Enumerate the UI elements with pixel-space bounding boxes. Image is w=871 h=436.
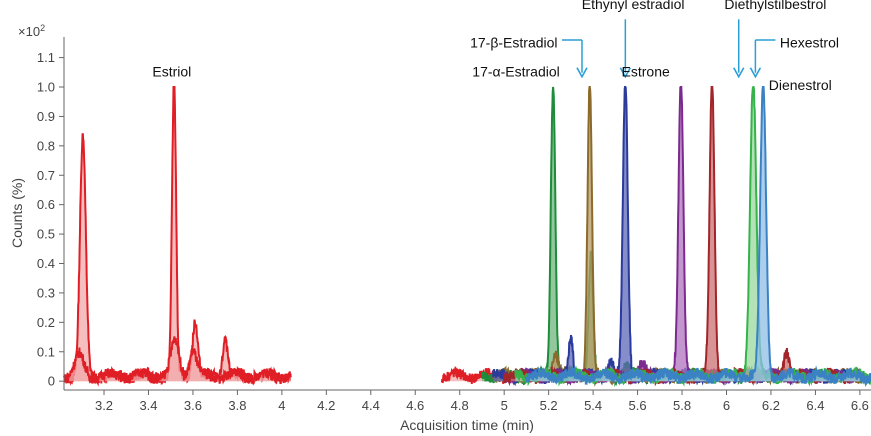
peak-label: Hexestrol bbox=[780, 34, 839, 50]
x-tick-label: 4.8 bbox=[451, 398, 469, 413]
peak-label: Diethylstilbestrol bbox=[724, 0, 826, 12]
series-area bbox=[515, 87, 871, 384]
x-tick-label: 3.2 bbox=[95, 398, 113, 413]
tick-layer: 3.2 3.4 3.6 3.8 4 4.2 4.4 4.6 4.8 5 5.2 5.4 5.6 5.8 6 6… bbox=[37, 50, 869, 413]
x-tick-label: 6 bbox=[723, 398, 730, 413]
x-tick-label: 5.2 bbox=[540, 398, 558, 413]
series-area bbox=[493, 87, 849, 384]
arrow-head-icon bbox=[733, 67, 745, 79]
y-tick-label: 0.1 bbox=[37, 344, 55, 359]
peak-label: Ethynyl estradiol bbox=[582, 0, 685, 12]
y-tick-label: 0.5 bbox=[37, 227, 55, 242]
y-tick-label: 0.9 bbox=[37, 109, 55, 124]
x-tick-label: 6.2 bbox=[762, 398, 780, 413]
peak-label: Estriol bbox=[152, 64, 191, 80]
arrow-head-icon bbox=[576, 67, 588, 79]
x-tick-label: 5.6 bbox=[629, 398, 647, 413]
annotation-layer: Estriol Ethynyl estradiol Diethylstilbestr… bbox=[152, 0, 839, 93]
x-tick-label: 4.2 bbox=[317, 398, 335, 413]
y-tick-label: 1.1 bbox=[37, 50, 55, 65]
peak-label: Estrone bbox=[622, 64, 670, 80]
x-tick-label: 3.8 bbox=[228, 398, 246, 413]
series-line bbox=[514, 86, 871, 387]
y-tick-label: 0.3 bbox=[37, 285, 55, 300]
y-tick-label: 0 bbox=[48, 374, 55, 389]
x-tick-label: 6.6 bbox=[851, 398, 869, 413]
y-tick-label: 0.8 bbox=[37, 138, 55, 153]
series-layer bbox=[63, 86, 871, 388]
series-line bbox=[63, 86, 292, 387]
peak-label: Dienestrol bbox=[769, 77, 832, 93]
peak-label: 17-α-Estradiol bbox=[472, 64, 559, 80]
x-tick-label: 6.4 bbox=[806, 398, 824, 413]
series-area bbox=[504, 87, 860, 384]
arrow-head-icon bbox=[619, 67, 632, 79]
x-tick-label: 5 bbox=[501, 398, 508, 413]
x-tick-label: 3.6 bbox=[184, 398, 202, 413]
x-axis-title: Acquisition time (min) bbox=[400, 417, 534, 433]
arrow-head-icon bbox=[749, 67, 762, 79]
x-tick-label: 4 bbox=[278, 398, 285, 413]
x-tick-label: 3.4 bbox=[139, 398, 157, 413]
y-tick-label: 0.2 bbox=[37, 315, 55, 330]
x-tick-label: 5.8 bbox=[673, 398, 691, 413]
series-line bbox=[492, 86, 850, 387]
peak-label: 17-β-Estradiol bbox=[470, 34, 557, 50]
y-tick-label: 1.0 bbox=[37, 80, 55, 95]
y-tick-label: 0.7 bbox=[37, 168, 55, 183]
series-line bbox=[525, 86, 871, 388]
y-axis-title: Counts (%) bbox=[9, 178, 25, 248]
x-tick-label: 4.4 bbox=[362, 398, 380, 413]
y-axis-multiplier: ×102 bbox=[18, 23, 45, 39]
x-tick-label: 5.4 bbox=[584, 398, 602, 413]
series-area bbox=[526, 87, 871, 384]
series-line bbox=[65, 336, 292, 386]
y-tick-label: 0.6 bbox=[37, 197, 55, 212]
x-tick-label: 4.6 bbox=[406, 398, 424, 413]
y-tick-label: 0.4 bbox=[37, 256, 55, 271]
